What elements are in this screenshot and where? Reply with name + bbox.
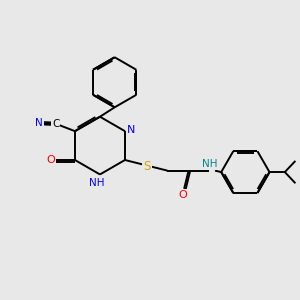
Text: NH: NH <box>89 178 105 188</box>
Text: O: O <box>46 155 55 165</box>
Text: C: C <box>52 119 59 129</box>
Text: N: N <box>127 125 136 135</box>
Text: N: N <box>35 118 43 128</box>
Text: NH: NH <box>202 159 217 169</box>
Text: S: S <box>143 160 151 173</box>
Text: O: O <box>178 190 187 200</box>
